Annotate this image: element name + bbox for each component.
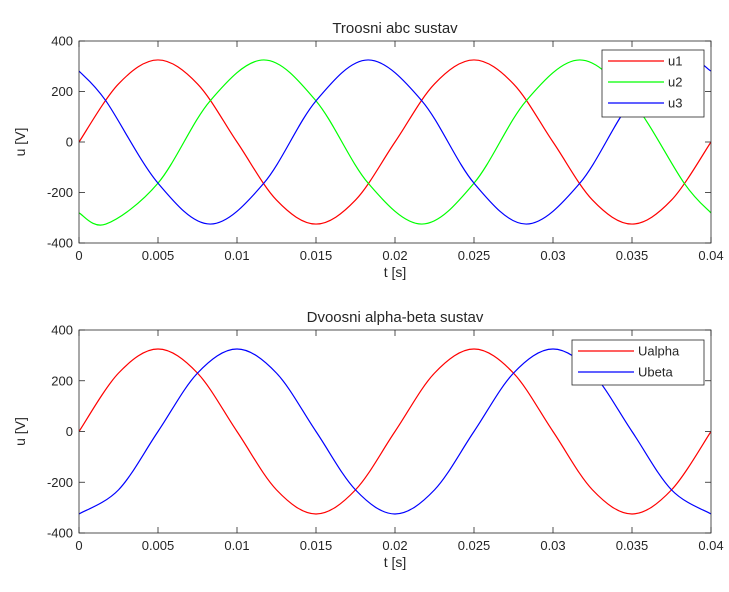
x-tick-label: 0.005 bbox=[142, 538, 175, 553]
x-tick-label: 0.035 bbox=[616, 538, 649, 553]
x-axis-label: t [s] bbox=[384, 554, 407, 570]
legend-label-Ubeta: Ubeta bbox=[638, 365, 673, 380]
x-axis-label: t [s] bbox=[384, 264, 407, 280]
series-line-u1 bbox=[79, 59, 711, 225]
x-tick-label: 0.025 bbox=[458, 538, 491, 553]
x-tick-label: 0.03 bbox=[540, 248, 565, 263]
x-tick-label: 0.02 bbox=[382, 248, 407, 263]
x-tick-label: 0.035 bbox=[616, 248, 649, 263]
chart-title: Dvoosni alpha-beta sustav bbox=[307, 309, 484, 326]
x-tick-label: 0.005 bbox=[142, 248, 175, 263]
legend-label-Ualpha: Ualpha bbox=[638, 344, 680, 359]
x-tick-label: 0.03 bbox=[540, 538, 565, 553]
y-tick-label: -200 bbox=[47, 475, 73, 490]
x-tick-label: 0.02 bbox=[382, 538, 407, 553]
x-tick-label: 0.01 bbox=[224, 248, 249, 263]
legend-box bbox=[601, 49, 705, 118]
legend-label-u1: u1 bbox=[668, 54, 682, 69]
legend: u1 u2 u3 bbox=[601, 49, 705, 118]
x-tick-label: 0.025 bbox=[458, 248, 491, 263]
y-axis-label: u [V] bbox=[12, 128, 28, 157]
y-tick-label: 400 bbox=[51, 34, 73, 49]
chart-title: Troosni abc sustav bbox=[332, 20, 458, 37]
legend-label-u2: u2 bbox=[668, 75, 682, 90]
y-tick-label: 200 bbox=[51, 84, 73, 99]
x-tick-label: 0 bbox=[75, 538, 82, 553]
y-tick-label: 200 bbox=[51, 373, 73, 388]
legend: Ualpha Ubeta bbox=[571, 339, 705, 386]
series-line-Ubeta bbox=[79, 348, 711, 515]
y-tick-label: -200 bbox=[47, 185, 73, 200]
series-group bbox=[79, 348, 711, 515]
x-tick-label: 0.04 bbox=[698, 248, 723, 263]
series-line-Ualpha bbox=[79, 348, 711, 515]
legend-label-u3: u3 bbox=[668, 96, 682, 111]
y-tick-label: 0 bbox=[66, 135, 73, 150]
chart-1: 0 0.005 0.01 0.015 0.02 0.025 0.03 0.035 0.04 -40… bbox=[12, 20, 724, 280]
x-tick-label: 0.015 bbox=[300, 538, 333, 553]
x-tick-label: 0 bbox=[75, 248, 82, 263]
legend-box bbox=[571, 339, 705, 386]
x-tick-label: 0.04 bbox=[698, 538, 723, 553]
y-tick-label: 0 bbox=[66, 424, 73, 439]
y-axis-label: u [V] bbox=[12, 417, 28, 446]
x-tick-label: 0.01 bbox=[224, 538, 249, 553]
chart-2: 0 0.005 0.01 0.015 0.02 0.025 0.03 0.035 0.04 -40… bbox=[12, 309, 724, 570]
x-tick-label: 0.015 bbox=[300, 248, 333, 263]
y-tick-label: -400 bbox=[47, 526, 73, 541]
y-tick-label: -400 bbox=[47, 236, 73, 251]
y-tick-label: 400 bbox=[51, 323, 73, 338]
